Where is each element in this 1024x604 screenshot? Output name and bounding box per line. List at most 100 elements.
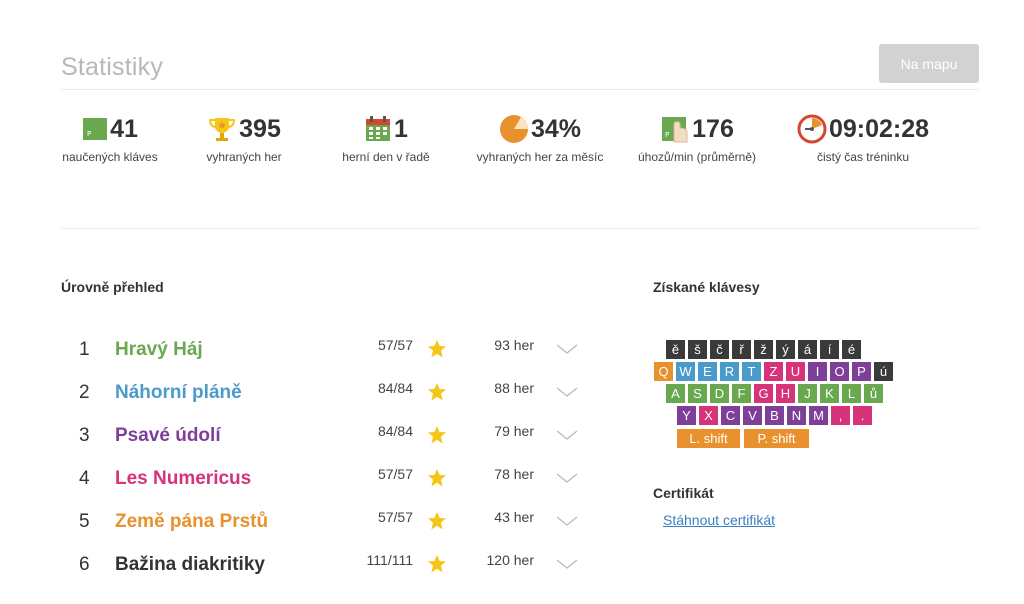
key: O xyxy=(830,362,849,381)
key: M xyxy=(809,406,828,425)
svg-text:P: P xyxy=(87,130,91,138)
star-icon xyxy=(428,469,446,487)
key: N xyxy=(787,406,806,425)
trophy-icon xyxy=(209,118,236,141)
chevron-down-icon[interactable] xyxy=(555,384,579,400)
level-score: 57/57 xyxy=(377,466,413,482)
key: E xyxy=(698,362,717,381)
stopwatch-icon xyxy=(797,114,827,144)
key: ř xyxy=(732,340,751,359)
stat-learned-keys: P 41 naučených kláves xyxy=(61,113,159,165)
star-icon xyxy=(428,426,446,444)
level-row[interactable]: 3 Psavé údolí 84/84 79 her xyxy=(61,423,591,468)
stat-label: herní den v řadě xyxy=(342,150,430,164)
calendar-icon xyxy=(366,116,391,141)
key: P xyxy=(852,362,871,381)
map-button[interactable]: Na mapu xyxy=(879,44,979,83)
page-title: Statistiky xyxy=(61,53,164,81)
key: J xyxy=(798,384,817,403)
key: á xyxy=(798,340,817,359)
key: I xyxy=(808,362,827,381)
level-row[interactable]: 5 Země pána Prstů 57/57 43 her xyxy=(61,509,591,554)
stat-value: 34% xyxy=(530,114,582,143)
key: V xyxy=(743,406,762,425)
key: , xyxy=(831,406,850,425)
shift-key: P. shift xyxy=(744,429,809,448)
key: é xyxy=(842,340,861,359)
chevron-down-icon[interactable] xyxy=(555,470,579,486)
level-number: 2 xyxy=(79,382,90,403)
level-name[interactable]: Náhorní pláně xyxy=(115,382,242,403)
stat-keystrokes: P 176 úhozů/min (průměrně) xyxy=(634,113,760,165)
stat-training-time: 09:02:28 čistý čas tréninku xyxy=(793,113,933,164)
stat-label: vyhraných her xyxy=(206,150,282,164)
stat-won-games: 395 vyhraných her xyxy=(204,113,284,165)
download-certificate-link[interactable]: Stáhnout certifikát xyxy=(663,512,776,528)
level-number: 4 xyxy=(79,468,90,489)
level-name[interactable]: Bažina diakritiky xyxy=(115,554,265,575)
key: S xyxy=(688,384,707,403)
key: D xyxy=(710,384,729,403)
stat-value: 395 xyxy=(239,114,281,143)
stat-value: 09:02:28 xyxy=(828,114,930,143)
key: R xyxy=(720,362,739,381)
key: ě xyxy=(666,340,685,359)
level-row[interactable]: 1 Hravý Háj 57/57 93 her xyxy=(61,337,591,382)
shift-key: L. shift xyxy=(677,429,740,448)
level-name[interactable]: Hravý Háj xyxy=(115,339,203,360)
level-row[interactable]: 2 Náhorní pláně 84/84 88 her xyxy=(61,380,591,425)
level-games: 78 her xyxy=(494,466,534,482)
level-score: 84/84 xyxy=(377,380,413,396)
keys-title: Získané klávesy xyxy=(653,279,760,295)
key: ý xyxy=(776,340,795,359)
key: C xyxy=(721,406,740,425)
level-number: 6 xyxy=(79,554,90,575)
level-name[interactable]: Země pána Prstů xyxy=(115,511,269,532)
level-number: 3 xyxy=(79,425,90,446)
level-row[interactable]: 4 Les Numericus 57/57 78 her xyxy=(61,466,591,511)
key: W xyxy=(676,362,695,381)
stat-value: 176 xyxy=(692,114,734,143)
certificate-title: Certifikát xyxy=(653,485,714,501)
chevron-down-icon[interactable] xyxy=(555,513,579,529)
finger-key-icon: P xyxy=(662,117,688,143)
key: Q xyxy=(654,362,673,381)
stat-label: naučených kláves xyxy=(62,150,158,164)
key: ž xyxy=(754,340,773,359)
star-icon xyxy=(428,512,446,530)
green-key-icon: P xyxy=(83,118,108,140)
key: . xyxy=(853,406,872,425)
stat-day-streak: 1 herní den v řadě xyxy=(340,113,432,165)
chevron-down-icon[interactable] xyxy=(555,556,579,572)
level-name[interactable]: Psavé údolí xyxy=(115,425,221,446)
chevron-down-icon[interactable] xyxy=(555,427,579,443)
levels-title: Úrovně přehled xyxy=(61,279,164,295)
stat-label: vyhraných her za měsíc xyxy=(476,150,604,164)
key: ú xyxy=(874,362,893,381)
chevron-down-icon[interactable] xyxy=(555,341,579,357)
star-icon xyxy=(428,340,446,358)
level-score: 84/84 xyxy=(377,423,413,439)
level-games: 93 her xyxy=(494,337,534,353)
key: Y xyxy=(677,406,696,425)
key: č xyxy=(710,340,729,359)
stat-label: čistý čas tréninku xyxy=(816,150,910,164)
level-number: 5 xyxy=(79,511,90,532)
key: G xyxy=(754,384,773,403)
key: A xyxy=(666,384,685,403)
level-number: 1 xyxy=(79,339,90,360)
stat-label: úhozů/min (průměrně) xyxy=(637,150,757,164)
level-row[interactable]: 6 Bažina diakritiky 111/111 120 her xyxy=(61,552,591,597)
key: T xyxy=(742,362,761,381)
star-icon xyxy=(428,383,446,401)
key: U xyxy=(786,362,805,381)
level-name[interactable]: Les Numericus xyxy=(115,468,252,489)
key: L xyxy=(842,384,861,403)
header: Statistiky Na mapu xyxy=(61,44,979,90)
key: í xyxy=(820,340,839,359)
level-score: 111/111 xyxy=(366,552,413,568)
level-games: 120 her xyxy=(486,552,534,568)
level-games: 43 her xyxy=(494,509,534,525)
key: K xyxy=(820,384,839,403)
stat-monthly-wins: 34% vyhraných her za měsíc xyxy=(476,113,604,165)
